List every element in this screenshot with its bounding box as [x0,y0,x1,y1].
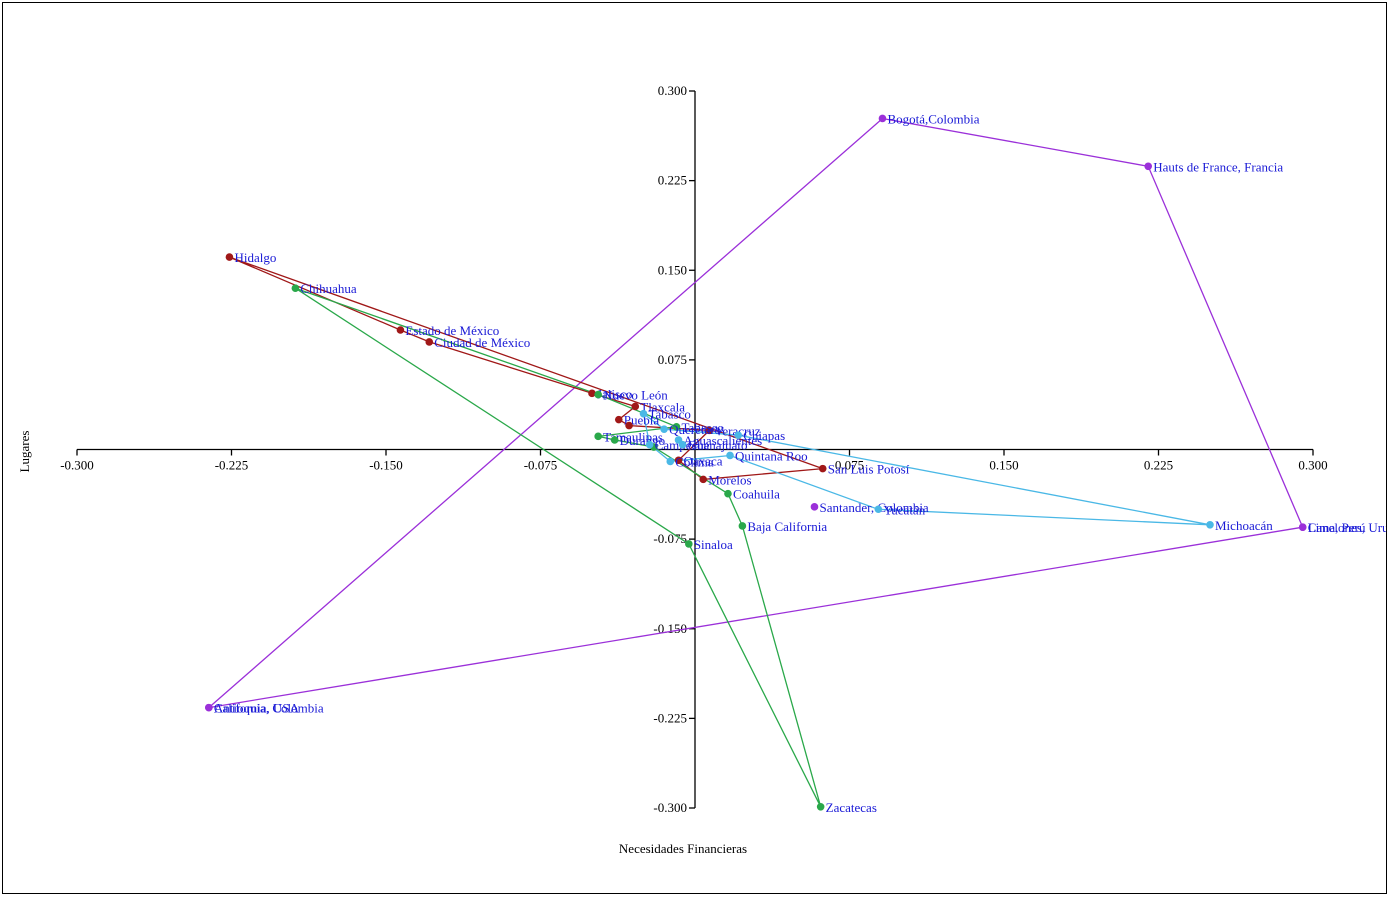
scatter-chart: -0.300 -0.225 -0.150 -0.075 0.075 0.150 0.225 0… [17,83,1387,856]
data-point-label: San Luis Potosí [828,462,910,477]
y-axis-title: Lugares [17,431,32,473]
x-tick-label: -0.300 [60,458,94,473]
data-point[interactable] [1144,162,1152,171]
y-tick-label: 0.225 [658,173,687,188]
data-point[interactable] [678,440,687,449]
x-tick-label: -0.075 [524,458,558,473]
data-point[interactable] [734,431,743,439]
data-point[interactable] [396,326,405,334]
data-point-label: Baja California [747,519,827,534]
series-0-line [206,117,1304,709]
data-point-label: Chihuahua [300,281,357,296]
data-point-label: Tabasco [681,420,723,435]
data-point[interactable] [588,389,596,398]
y-tick-label: 0.300 [658,83,687,98]
data-point-label: Santander, Colombia [819,500,928,515]
data-point-label: Guanajuato [688,438,748,453]
x-tick-label: 0.225 [1144,458,1173,473]
data-point-label: Estado de México [405,323,499,338]
data-point-label: Nuevo León [603,388,668,403]
x-tick-label: -0.225 [215,458,249,473]
data-point-label: Hidalgo [234,250,276,265]
data-point[interactable] [594,390,602,399]
data-point[interactable] [810,503,819,511]
data-point[interactable] [685,540,693,548]
data-point[interactable] [625,421,633,430]
data-point-label: Coahuila [733,487,780,502]
data-point[interactable] [205,703,213,712]
data-point-label: Lima, Perú [1308,520,1366,535]
data-point[interactable] [660,425,668,433]
data-point-label: Quintana Roo [735,448,808,463]
data-point-label: Colima [675,454,714,469]
data-point-label: Canelones, Uruguay [1308,520,1387,535]
data-point-label: Sinaloa [694,537,733,552]
data-point-label: Querétaro [669,422,721,437]
data-point-label: Aguascalientes [684,433,763,448]
data-point[interactable] [672,422,681,431]
data-point-label: Veracruz [714,423,760,438]
y-tick-label: 0.075 [658,352,687,367]
data-point-label: Tabasco [649,407,691,422]
data-point[interactable] [726,451,734,460]
data-point[interactable] [610,436,619,444]
data-point-label: Antioquia, Colombia [214,701,324,716]
data-point-label: Ciudad de México [434,335,530,350]
data-point-label: Jalisco [597,386,632,401]
data-point[interactable] [614,415,623,424]
data-point[interactable] [724,489,732,498]
y-tick-label: 0.150 [658,262,687,277]
data-point-label: Zacatecas [826,800,877,815]
data-point[interactable] [594,432,602,441]
data-point-label: California, USA [214,701,300,716]
y-tick-label: -0.300 [653,800,687,815]
data-point[interactable] [816,803,825,811]
data-point[interactable] [425,338,434,346]
x-axis-title: Necesidades Financieras [619,841,747,856]
data-point[interactable] [874,505,883,514]
series-1-line [229,256,823,481]
data-point-label: Tlaxcala [640,399,685,414]
y-tick-label: -0.150 [653,621,687,636]
data-point-label: Yucatán [883,502,925,517]
series-2-line [295,287,822,808]
data-point-label: Hauts de France, Francia [1153,159,1283,174]
data-point[interactable] [674,456,683,465]
data-point[interactable] [645,440,654,449]
data-point[interactable] [738,522,747,530]
data-point[interactable] [291,284,300,292]
data-point[interactable] [878,114,887,123]
data-point-label: Chiapas [743,428,785,443]
data-point[interactable] [1298,523,1307,531]
data-point[interactable] [1206,520,1214,529]
x-tick-label: 0.150 [989,458,1018,473]
x-tick-label: 0.300 [1298,458,1327,473]
x-tick-label: 0.075 [835,458,864,473]
data-point[interactable] [699,475,708,484]
data-point-label: Bogotá,Colombia [887,111,979,126]
data-point[interactable] [666,457,675,466]
y-tick-label: -0.075 [653,531,687,546]
data-point-label: Puebla [624,413,660,428]
data-point[interactable] [818,464,827,473]
data-point[interactable] [705,426,714,435]
data-point[interactable] [639,409,648,418]
data-point-label: Michoacán [1215,518,1273,533]
data-point[interactable] [631,402,640,411]
data-point[interactable] [225,253,234,261]
x-tick-label: -0.150 [369,458,403,473]
y-tick-label: -0.225 [653,710,687,725]
data-point-label: Morelos [708,472,751,487]
data-point-label: Oaxaca [684,453,723,468]
